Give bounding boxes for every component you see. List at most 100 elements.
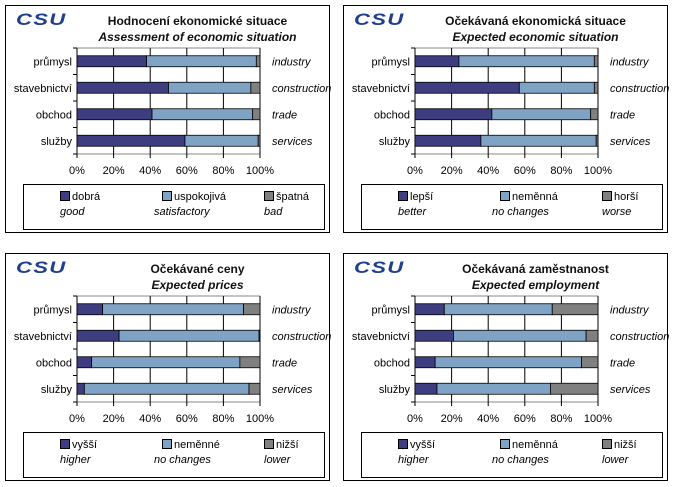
legend-label-en: good bbox=[60, 206, 85, 218]
bar-segment-third bbox=[593, 81, 599, 94]
category-label: obchod bbox=[36, 109, 72, 121]
bar-segment-second bbox=[118, 329, 260, 342]
bar-segment-second bbox=[480, 134, 597, 147]
category-label: stavebnictví bbox=[352, 83, 410, 95]
legend-label: neměnná bbox=[512, 191, 558, 203]
bar-segment-third bbox=[595, 134, 599, 147]
legend-label-en: better bbox=[398, 206, 427, 218]
category-label-en: industry bbox=[272, 56, 312, 68]
bar-segment-second bbox=[436, 382, 551, 395]
legend-swatch bbox=[500, 191, 510, 201]
category-label-en: trade bbox=[272, 357, 297, 369]
legend-label-en: lower bbox=[602, 454, 629, 466]
legend-label: neměnná bbox=[512, 439, 558, 451]
legend-item: nižší bbox=[264, 439, 299, 451]
bar-segment-second bbox=[146, 55, 257, 68]
x-tick-label: 0% bbox=[69, 413, 85, 425]
category-label: stavebnictví bbox=[14, 331, 72, 343]
legend-label-en: worse bbox=[602, 206, 632, 218]
bar-segment-first bbox=[76, 303, 104, 316]
bar-segment-first bbox=[76, 382, 85, 395]
bar-segment-third bbox=[257, 134, 261, 147]
category-label-en: construction bbox=[610, 331, 669, 343]
chart-title: Očekávaná zaměstnanost bbox=[462, 262, 609, 276]
bar-segment-third bbox=[255, 55, 261, 68]
bar-segment-second bbox=[168, 81, 252, 94]
category-label: průmysl bbox=[33, 56, 72, 68]
legend-swatch bbox=[60, 439, 70, 449]
chart-subtitle: Expected prices bbox=[151, 278, 244, 292]
category-label-en: trade bbox=[272, 109, 297, 121]
category-label-en: services bbox=[272, 136, 313, 148]
x-tick-label: 40% bbox=[139, 165, 161, 177]
bar-segment-second bbox=[443, 303, 553, 316]
category-label-en: industry bbox=[272, 304, 312, 316]
x-tick-label: 0% bbox=[407, 413, 423, 425]
legend: lepší better neměnná no changes horší wors… bbox=[361, 184, 663, 230]
legend-item: neměnná bbox=[500, 191, 558, 203]
category-label-en: trade bbox=[610, 109, 635, 121]
legend-swatch bbox=[602, 191, 612, 201]
x-tick-label: 100% bbox=[246, 413, 274, 425]
bar-segment-first bbox=[414, 356, 436, 369]
x-tick-label: 80% bbox=[212, 165, 234, 177]
bar-segment-second bbox=[453, 329, 587, 342]
chart-panel-2: CSU Očekávaná ekonomická situace Expecte… bbox=[343, 5, 669, 233]
bar-segment-second bbox=[151, 108, 254, 121]
x-tick-label: 100% bbox=[584, 413, 612, 425]
bar-chart: 0% 20% 40% 60% 80% 100% průmysl industry stavebn… bbox=[352, 295, 669, 425]
x-tick-label: 20% bbox=[103, 413, 125, 425]
x-tick-label: 60% bbox=[514, 165, 536, 177]
legend: dobrá good uspokojivá satisfactory špatná … bbox=[23, 184, 325, 230]
x-tick-label: 60% bbox=[514, 413, 536, 425]
bar-chart: 0% 20% 40% 60% 80% 100% průmysl industry stavebn… bbox=[14, 47, 331, 177]
x-tick-label: 60% bbox=[176, 165, 198, 177]
legend-label-en: higher bbox=[60, 454, 91, 466]
bar-segment-third bbox=[248, 382, 261, 395]
legend-item: špatná bbox=[264, 191, 309, 203]
category-label: služby bbox=[41, 136, 73, 148]
bar-chart: 0% 20% 40% 60% 80% 100% průmysl industry stavebn… bbox=[14, 295, 331, 425]
legend-label-en: no changes bbox=[492, 206, 549, 218]
bar-segment-first bbox=[414, 81, 520, 94]
category-label: obchod bbox=[374, 357, 410, 369]
bar-segment-second bbox=[518, 81, 595, 94]
chart-subtitle: Expected economic situation bbox=[452, 30, 619, 44]
bar-segment-first bbox=[414, 303, 445, 316]
bar-segment-third bbox=[258, 329, 261, 342]
legend-item: vyšší bbox=[398, 439, 435, 451]
x-tick-label: 40% bbox=[477, 413, 499, 425]
legend-label-en: bad bbox=[264, 206, 283, 218]
legend-swatch bbox=[162, 191, 172, 201]
x-tick-label: 80% bbox=[550, 165, 572, 177]
category-label-en: industry bbox=[610, 304, 650, 316]
bar-segment-first bbox=[414, 382, 438, 395]
legend-swatch bbox=[60, 191, 70, 201]
x-tick-label: 80% bbox=[550, 413, 572, 425]
csu-logo: CSU bbox=[16, 10, 67, 29]
chart-title: Očekávaná ekonomická situace bbox=[445, 14, 626, 28]
bar-segment-third bbox=[239, 356, 261, 369]
x-tick-label: 60% bbox=[176, 413, 198, 425]
category-label: průmysl bbox=[371, 56, 410, 68]
category-label: průmysl bbox=[371, 304, 410, 316]
legend-item: neměnná bbox=[500, 439, 558, 451]
legend-label: nižší bbox=[614, 439, 637, 451]
bar-segment-first bbox=[414, 108, 493, 121]
x-tick-label: 20% bbox=[441, 413, 463, 425]
bar-segment-first bbox=[76, 55, 147, 68]
legend-swatch bbox=[264, 439, 274, 449]
legend-label-en: no changes bbox=[492, 454, 549, 466]
bar-segment-third bbox=[581, 356, 599, 369]
legend: vyšší higher neměnné no changes nižší lowe… bbox=[23, 432, 325, 478]
bar-segment-second bbox=[102, 303, 244, 316]
legend-label: vyšší bbox=[410, 439, 436, 451]
legend-item: lepší bbox=[398, 191, 433, 203]
bar-segment-second bbox=[491, 108, 592, 121]
bar-segment-third bbox=[593, 55, 599, 68]
legend-label: lepší bbox=[410, 191, 434, 203]
chart-panel-4: CSU Očekávaná zaměstnanost Expected empl… bbox=[343, 253, 669, 481]
chart-panel-3: CSU Očekávané ceny Expected prices 0% 20% 4… bbox=[5, 253, 331, 481]
chart-title: Hodnocení ekonomické situace bbox=[107, 14, 288, 28]
chart-subtitle: Assessment of economic situation bbox=[98, 30, 297, 44]
